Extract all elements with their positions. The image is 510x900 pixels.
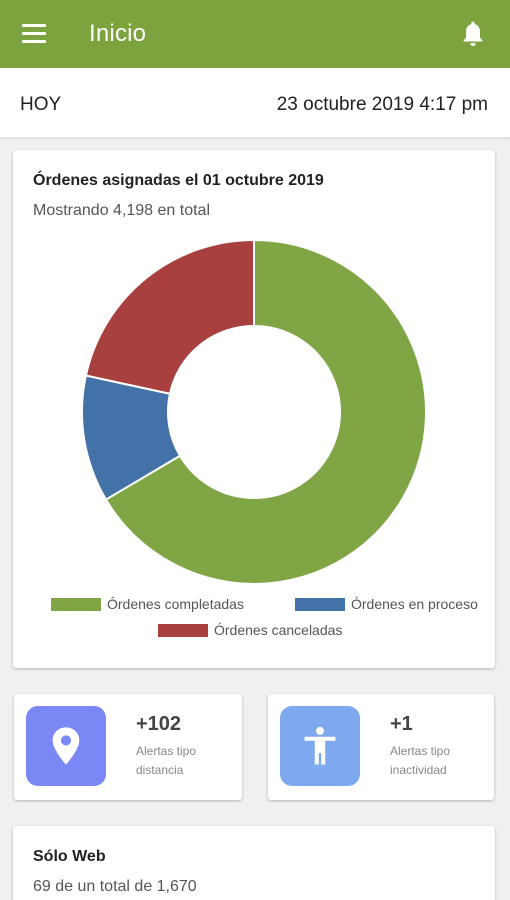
donut-slice-cancelled[interactable]: [84, 238, 255, 395]
person-standing-icon: [304, 726, 336, 765]
location-pin-icon: [52, 727, 80, 765]
web-only-title: Sólo Web: [33, 848, 106, 865]
inactivity-alerts-label: Alertas tipo inactividad: [390, 744, 451, 777]
orders-chart-card[interactable]: Órdenes asignadas el 01 octubre 2019 Mos…: [13, 150, 495, 668]
hamburger-menu-icon[interactable]: [22, 24, 46, 44]
inactivity-alerts-tile: [280, 706, 360, 786]
legend-swatch: [51, 597, 101, 611]
orders-donut-chart: [81, 238, 427, 585]
today-label: HOY: [20, 94, 62, 115]
distance-alerts-label: Alertas tipo distancia: [136, 744, 197, 777]
donut-slice-completed[interactable]: [104, 238, 427, 585]
web-only-subtitle: 69 de un total de 1,670: [33, 878, 197, 895]
distance-alerts-tile: [26, 706, 106, 786]
legend-item-completed[interactable]: Órdenes completadas: [51, 596, 244, 612]
date-bar: HOY 23 octubre 2019 4:17 pm: [0, 68, 510, 138]
current-datetime: 23 octubre 2019 4:17 pm: [276, 94, 488, 115]
inactivity-alerts-value: +1: [390, 713, 413, 735]
legend-label: Órdenes completadas: [107, 596, 244, 612]
orders-card-title: Órdenes asignadas el 01 octubre 2019: [33, 172, 324, 189]
orders-card-subtitle: Mostrando 4,198 en total: [33, 202, 211, 219]
legend-item-cancelled[interactable]: Órdenes canceladas: [158, 622, 342, 638]
legend-swatch: [295, 597, 345, 611]
bell-icon[interactable]: [460, 20, 486, 48]
web-only-card[interactable]: Sólo Web 69 de un total de 1,670: [13, 826, 495, 900]
inactivity-alerts-card[interactable]: +1 Alertas tipo inactividad: [268, 694, 494, 800]
legend-item-in-progress[interactable]: Órdenes en proceso: [295, 596, 478, 612]
page-title: Inicio: [89, 20, 147, 47]
distance-alerts-value: +102: [136, 713, 182, 735]
app-bar: Inicio: [0, 0, 510, 68]
legend-label: Órdenes en proceso: [351, 596, 478, 612]
distance-alerts-card[interactable]: +102 Alertas tipo distancia: [14, 694, 242, 800]
legend-swatch: [158, 623, 208, 637]
legend-label: Órdenes canceladas: [214, 622, 343, 638]
